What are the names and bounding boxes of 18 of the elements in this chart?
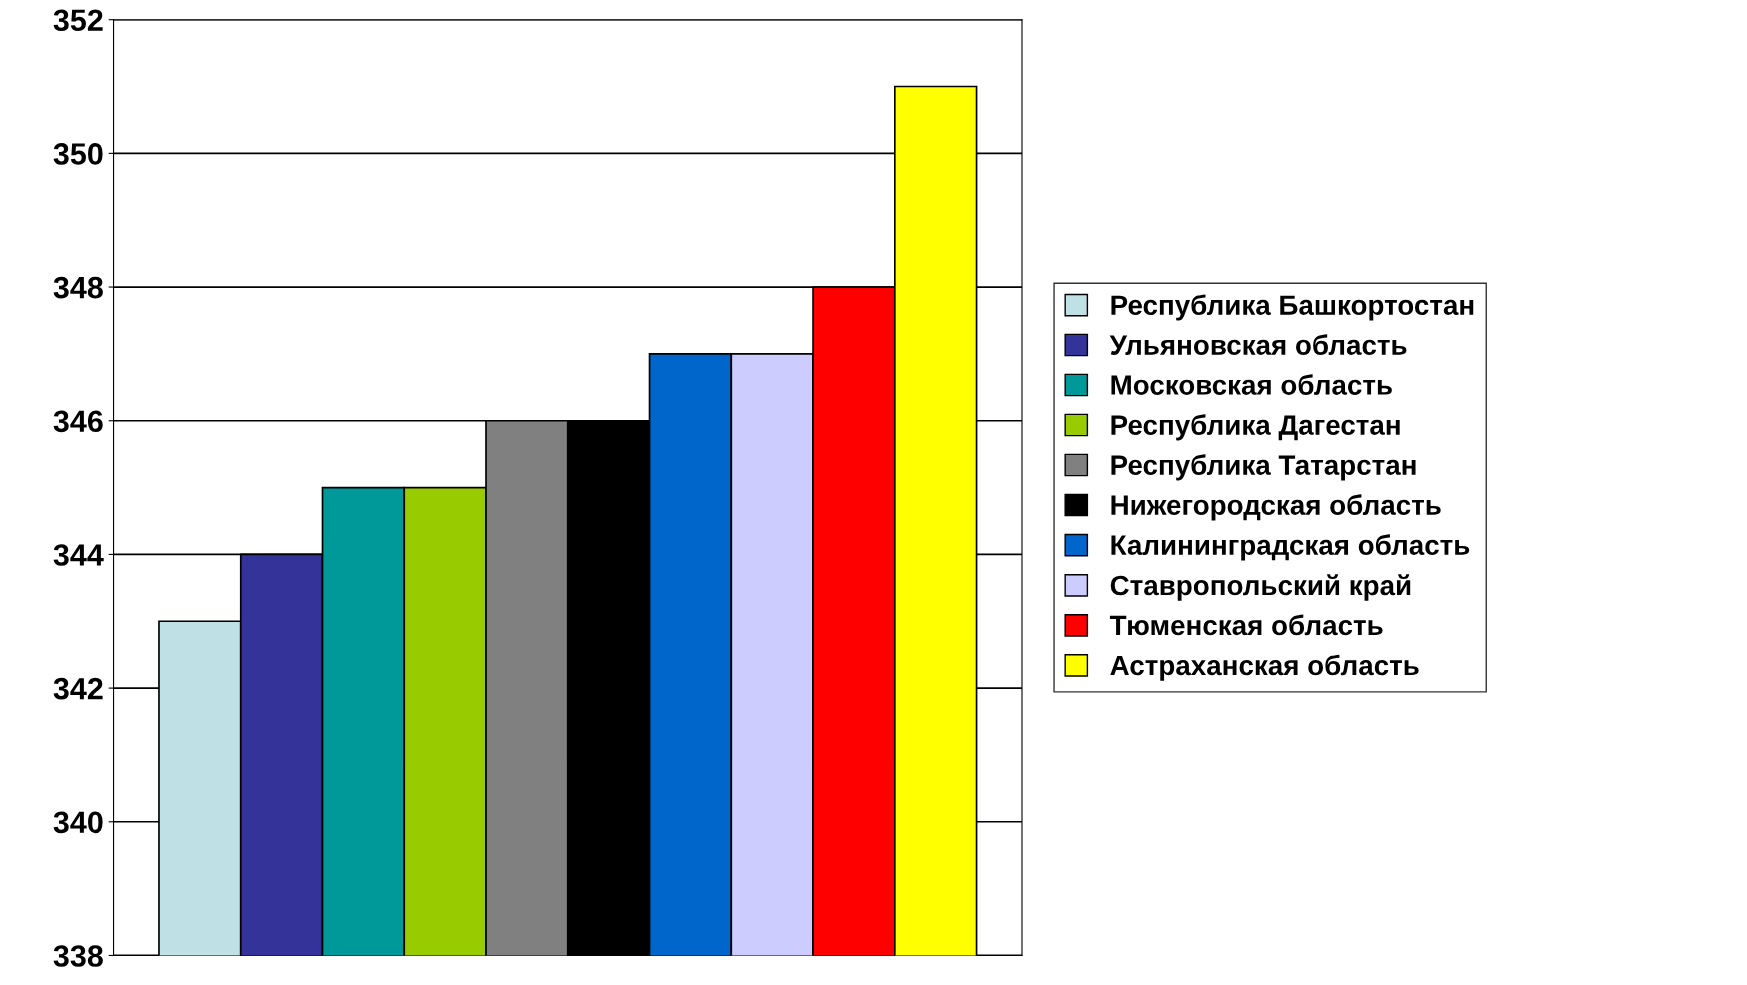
legend-label: Московская область <box>1111 374 1392 395</box>
legend-label: Тюменская область <box>1109 614 1383 636</box>
legend-label: Калининградская область <box>1111 534 1470 561</box>
y-tick-label: 348 <box>53 276 103 299</box>
legend-label: Ульяновская область <box>1109 334 1407 355</box>
legend-label: Республика Дагестан <box>1111 414 1400 441</box>
legend-label: Республика Татарстан <box>1111 454 1416 481</box>
y-tick-label: 350 <box>53 143 103 165</box>
legend-label: Ставропольский край <box>1110 574 1411 601</box>
y-tick-label: 338 <box>53 945 103 967</box>
y-tick-label: 352 <box>53 9 103 32</box>
y-tick-label: 344 <box>53 544 104 566</box>
y-tick-label: 340 <box>53 811 103 834</box>
y-tick-label: 346 <box>53 410 103 433</box>
y-tick-label: 342 <box>53 677 103 700</box>
legend-label: Астраханская область <box>1110 654 1419 681</box>
legend-label: Нижегородская область <box>1111 494 1441 521</box>
legend-label: Республика Башкортостан <box>1111 294 1474 321</box>
